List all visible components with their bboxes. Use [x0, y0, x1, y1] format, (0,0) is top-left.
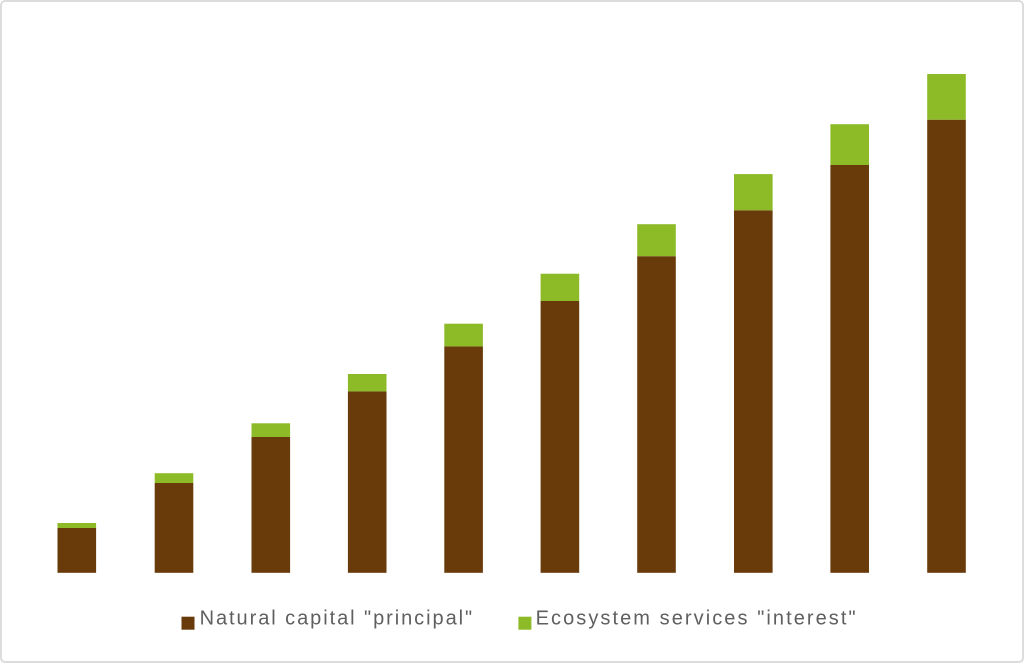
svg-text:Natural capital "principal": Natural capital "principal" — [200, 608, 474, 630]
svg-text:Ecosystem services "interest": Ecosystem services "interest" — [536, 608, 858, 630]
